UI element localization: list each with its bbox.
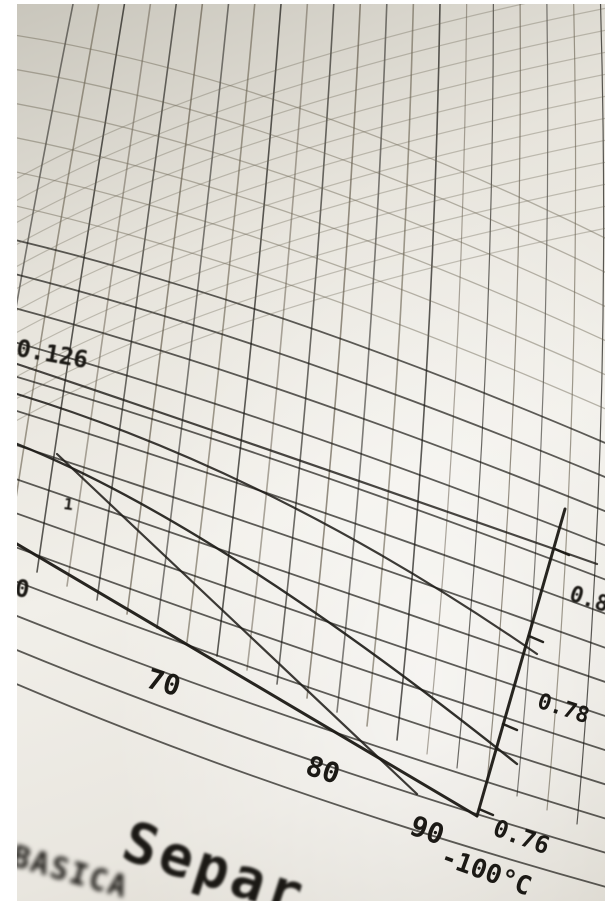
grid-line-curve bbox=[17, 161, 605, 356]
grid-line-curve bbox=[17, 139, 605, 334]
grid-line-diagonal bbox=[17, 444, 605, 649]
grid-line-vertical bbox=[276, 4, 335, 685]
grid-line-vertical bbox=[17, 4, 100, 498]
grid-line-vertical bbox=[186, 4, 256, 643]
grid-line-diagonal bbox=[17, 615, 605, 820]
grid-line-curve bbox=[17, 29, 605, 224]
chart-line-heavy bbox=[17, 392, 539, 656]
grid-line-diagonal bbox=[17, 103, 605, 308]
chart-line-heavy bbox=[55, 452, 419, 796]
grid-line-diagonal bbox=[17, 239, 605, 444]
y-axis-tick bbox=[477, 807, 495, 817]
grid-line-vertical bbox=[96, 4, 178, 601]
grid-line-diagonal bbox=[17, 34, 605, 239]
grid-line-vertical bbox=[216, 4, 282, 657]
grid-line-vertical bbox=[486, 4, 521, 783]
grid-line-vertical bbox=[576, 4, 605, 825]
chart-line-heavy bbox=[17, 362, 599, 566]
grid-line-diagonal bbox=[17, 137, 605, 342]
grid-line-vertical bbox=[156, 4, 230, 629]
grid-line-diagonal bbox=[17, 307, 605, 513]
grid-line-curve bbox=[17, 95, 605, 290]
grid-line-diagonal bbox=[17, 649, 605, 854]
grid-line-vertical bbox=[516, 4, 549, 797]
grid-line-diagonal bbox=[17, 512, 605, 717]
grid-line-diagonal bbox=[17, 683, 605, 888]
y-axis-tick bbox=[553, 547, 571, 557]
grid-line-vertical bbox=[366, 4, 415, 727]
grid-line-vertical bbox=[66, 4, 152, 587]
grid-line-diagonal bbox=[17, 273, 605, 478]
chart-photograph: 0.126 0 1 70 80 90 -100°C 0.76 0.78 0.8 … bbox=[17, 4, 605, 901]
grid-line-diagonal bbox=[17, 69, 605, 273]
grid-line-diagonal bbox=[17, 546, 605, 752]
y-axis-tick bbox=[501, 722, 519, 732]
y-axis-line bbox=[475, 507, 567, 818]
grid-line-vertical bbox=[126, 4, 204, 615]
grid-line-vertical bbox=[36, 4, 126, 573]
grid-line-curve bbox=[17, 205, 605, 400]
grid-line-vertical bbox=[546, 4, 577, 811]
grid-line-curve bbox=[17, 73, 605, 268]
grid-line-curve bbox=[17, 183, 605, 378]
grid-line-diagonal bbox=[17, 171, 605, 376]
grid-line-diagonal bbox=[17, 410, 605, 615]
grid-line-diagonal bbox=[17, 205, 605, 410]
grid-line-diagonal bbox=[17, 376, 605, 581]
grid-line-vertical bbox=[426, 4, 468, 755]
y-axis-tick bbox=[527, 634, 545, 644]
chart-grid bbox=[17, 4, 605, 888]
grid-line-vertical bbox=[456, 4, 494, 769]
grid-line-curve bbox=[17, 7, 605, 202]
grid-line-diagonal bbox=[17, 580, 605, 786]
grid-line-vertical bbox=[336, 4, 388, 713]
x-axis-baseline bbox=[17, 542, 479, 818]
grid-line-curve bbox=[17, 227, 605, 422]
grid-line-vertical bbox=[17, 4, 74, 307]
grid-line-diagonal bbox=[17, 341, 605, 547]
grid-line-curve bbox=[17, 4, 526, 180]
grid-line-vertical bbox=[396, 4, 441, 741]
grid-line-vertical bbox=[306, 4, 362, 699]
grid-line-curve bbox=[17, 51, 605, 246]
grid-line-curve bbox=[17, 117, 605, 312]
